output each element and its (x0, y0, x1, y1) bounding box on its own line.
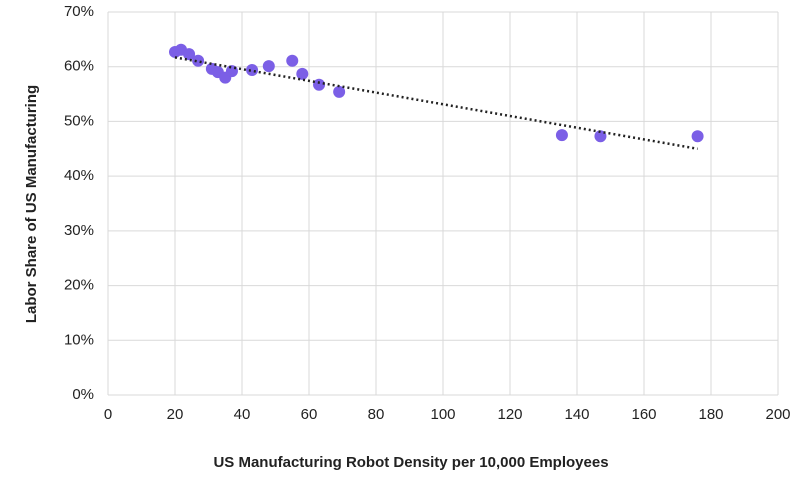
x-tick-label: 100 (430, 406, 455, 423)
point (192, 54, 205, 67)
point (296, 67, 309, 80)
y-tick-label: 60% (64, 58, 94, 75)
x-tick-label: 140 (564, 406, 589, 423)
point (313, 78, 326, 91)
x-tick-label: 40 (234, 406, 251, 423)
y-tick-label: 20% (64, 277, 94, 294)
x-tick-label: 60 (301, 406, 318, 423)
y-axis-title: Labor Share of US Manufacturing (23, 85, 40, 323)
x-tick-label: 80 (368, 406, 385, 423)
point (286, 54, 299, 67)
x-tick-label: 120 (497, 406, 522, 423)
y-tick-label: 50% (64, 112, 94, 129)
x-tick-label: 180 (698, 406, 723, 423)
y-tick-label: 40% (64, 167, 94, 184)
point (333, 85, 346, 98)
x-tick-label: 0 (104, 406, 112, 423)
trendline (174, 56, 698, 151)
x-tick-label: 160 (631, 406, 656, 423)
y-tick-label: 70% (64, 3, 94, 20)
y-tick-label: 30% (64, 222, 94, 239)
point (555, 129, 568, 142)
y-tick-label: 10% (64, 331, 94, 348)
x-tick-label: 200 (765, 406, 790, 423)
point (183, 48, 196, 61)
x-axis-title: US Manufacturing Robot Density per 10,00… (213, 454, 608, 471)
x-tick-label: 20 (167, 406, 184, 423)
y-tick-label: 0% (72, 386, 94, 403)
point (262, 60, 275, 73)
point (691, 130, 704, 143)
point (246, 63, 259, 76)
